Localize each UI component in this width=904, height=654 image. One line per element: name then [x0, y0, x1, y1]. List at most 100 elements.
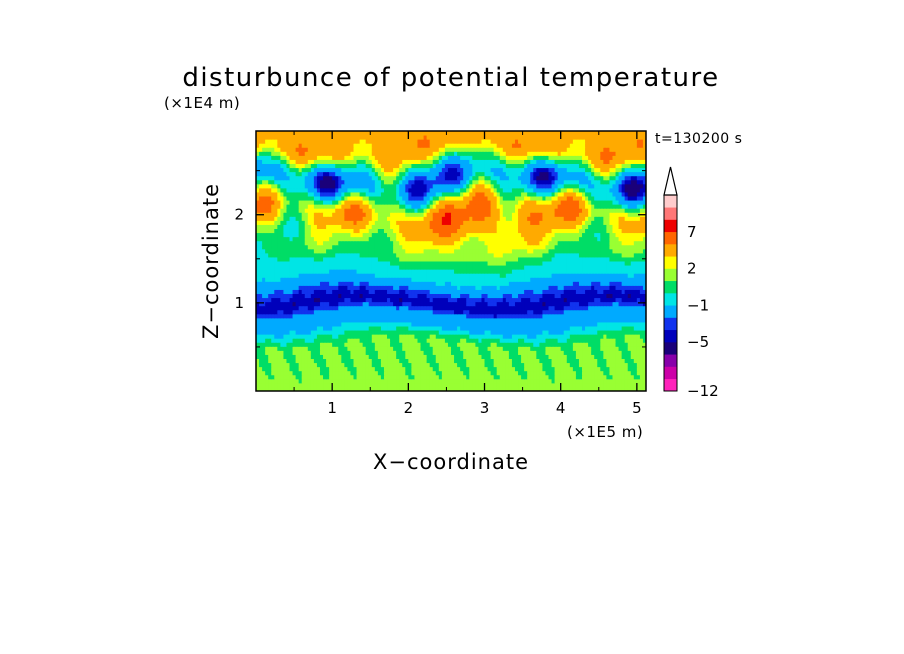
heatmap-cell: [530, 265, 534, 270]
heatmap-cell: [444, 285, 449, 290]
heatmap-cell: [383, 297, 388, 303]
heatmap-cell: [365, 273, 370, 278]
heatmap-cell: [521, 305, 525, 311]
heatmap-cell: [542, 366, 546, 372]
heatmap-cell: [301, 269, 306, 274]
heatmap-cell: [402, 297, 406, 303]
heatmap-cell: [353, 261, 358, 266]
heatmap-cell: [499, 273, 504, 278]
heatmap-cell: [295, 354, 300, 359]
heatmap-cell: [377, 350, 382, 355]
heatmap-cell: [588, 293, 592, 299]
heatmap-cell: [551, 386, 556, 392]
heatmap-cell: [606, 370, 610, 376]
heatmap-cell: [335, 338, 339, 343]
heatmap-cell: [277, 366, 281, 372]
heatmap-cell: [633, 273, 638, 278]
heatmap-cell: [636, 309, 641, 315]
heatmap-cell: [353, 293, 358, 299]
heatmap-cell: [627, 248, 632, 254]
heatmap-cell: [624, 354, 629, 359]
heatmap-cell: [323, 374, 327, 380]
heatmap-cell: [307, 236, 312, 242]
heatmap-cell: [335, 244, 339, 250]
heatmap-cell: [338, 277, 342, 282]
heatmap-cell: [326, 293, 330, 299]
heatmap-cell: [329, 252, 333, 258]
heatmap-cell: [295, 261, 300, 266]
heatmap-cell: [429, 273, 434, 278]
heatmap-cell: [438, 256, 443, 262]
heatmap-cell: [402, 366, 406, 372]
heatmap-cell: [319, 366, 324, 372]
heatmap-cell: [481, 236, 486, 242]
heatmap-cell: [508, 240, 513, 246]
heatmap-cell: [280, 334, 284, 339]
heatmap-cell: [323, 386, 327, 392]
heatmap-cell: [508, 378, 513, 384]
heatmap-cell: [582, 256, 586, 262]
heatmap-cell: [356, 256, 361, 262]
heatmap-cell: [499, 386, 504, 392]
heatmap-cell: [277, 338, 281, 343]
heatmap-cell: [496, 330, 501, 335]
heatmap-cell: [539, 354, 543, 359]
heatmap-cell: [414, 370, 418, 376]
heatmap-cell: [518, 248, 522, 254]
heatmap-cell: [502, 366, 507, 372]
heatmap-cell: [566, 269, 571, 274]
heatmap-cell: [256, 244, 260, 250]
heatmap-cell: [572, 366, 577, 372]
heatmap-cell: [374, 330, 379, 335]
heatmap-cell: [371, 273, 376, 278]
heatmap-cell: [414, 346, 418, 351]
heatmap-cell: [359, 313, 364, 319]
heatmap-cell: [289, 277, 294, 282]
heatmap-cell: [347, 342, 351, 347]
heatmap-cell: [335, 265, 339, 270]
heatmap-cell: [262, 378, 266, 384]
heatmap-cell: [636, 317, 641, 323]
heatmap-cell: [511, 342, 516, 347]
heatmap-cell: [633, 321, 638, 327]
heatmap-cell: [514, 366, 519, 372]
heatmap-cell: [423, 342, 428, 347]
heatmap-cell: [316, 378, 321, 384]
heatmap-cell: [490, 289, 495, 294]
heatmap-cell: [457, 342, 461, 347]
heatmap-cell: [286, 281, 291, 286]
heatmap-cell: [326, 334, 330, 339]
heatmap-cell: [383, 334, 388, 339]
heatmap-cell: [298, 374, 303, 380]
heatmap-cell: [268, 273, 272, 278]
heatmap-cell: [597, 289, 601, 294]
heatmap-cell: [307, 382, 312, 388]
heatmap-cell: [332, 236, 336, 242]
heatmap-cell: [359, 297, 364, 303]
heatmap-cell: [444, 342, 449, 347]
heatmap-cell: [307, 244, 312, 250]
heatmap-cell: [548, 342, 553, 347]
heatmap-cell: [460, 273, 464, 278]
heatmap-cell: [591, 321, 595, 327]
heatmap-cell: [451, 358, 455, 364]
heatmap-cell: [307, 252, 312, 258]
heatmap-cell: [539, 326, 543, 331]
heatmap-cell: [310, 277, 315, 282]
heatmap-cell: [414, 309, 418, 315]
heatmap-cell: [588, 232, 592, 238]
heatmap-cell: [472, 350, 476, 355]
heatmap-cell: [539, 281, 543, 286]
heatmap-cell: [393, 236, 397, 242]
heatmap-cell: [493, 321, 498, 327]
heatmap-cell: [603, 346, 607, 351]
heatmap-cell: [539, 236, 543, 242]
heatmap-cell: [582, 317, 586, 323]
heatmap-cell: [262, 289, 266, 294]
heatmap-cell: [301, 362, 306, 368]
heatmap-cell: [353, 273, 358, 278]
heatmap-cell: [307, 301, 312, 307]
heatmap-cell: [289, 338, 294, 343]
heatmap-cell: [262, 358, 266, 364]
heatmap-cell: [505, 366, 510, 372]
